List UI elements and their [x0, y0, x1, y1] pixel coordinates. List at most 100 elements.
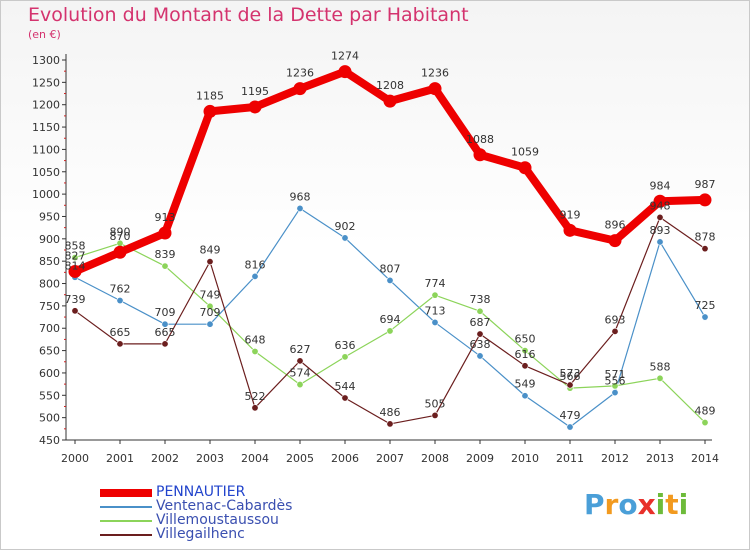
- data-point-villegailhenc: [71, 307, 79, 315]
- data-point-ventenac-cabard-s: [386, 276, 394, 284]
- y-tick-label: 700: [39, 322, 60, 335]
- proxiti-logo: Proxiti: [584, 488, 688, 521]
- data-label-ventenac-cabard-s: 713: [425, 304, 446, 317]
- x-tick-label: 2006: [331, 452, 359, 465]
- data-point-pennautier: [428, 82, 442, 96]
- data-point-villemoustaussou: [476, 307, 484, 315]
- data-point-pennautier: [293, 82, 307, 96]
- data-point-ventenac-cabard-s: [251, 272, 259, 280]
- data-label-villegailhenc: 573: [560, 367, 581, 380]
- data-point-ventenac-cabard-s: [521, 392, 529, 400]
- x-tick-label: 2003: [196, 452, 224, 465]
- data-point-pennautier: [518, 161, 532, 175]
- chart-subtitle: (en €): [28, 28, 61, 41]
- data-label-villemoustaussou: 571: [605, 368, 626, 381]
- y-tick-label: 1000: [32, 188, 60, 201]
- data-point-villegailhenc: [701, 245, 709, 253]
- data-point-pennautier: [653, 194, 667, 208]
- y-tick-label: 950: [39, 210, 60, 223]
- data-point-pennautier: [698, 193, 712, 207]
- data-point-villemoustaussou: [206, 302, 214, 310]
- data-label-villemoustaussou: 749: [200, 288, 221, 301]
- data-point-villegailhenc: [521, 362, 529, 370]
- x-tick-label: 2001: [106, 452, 134, 465]
- data-point-ventenac-cabard-s: [116, 297, 124, 305]
- data-label-villegailhenc: 687: [470, 316, 491, 329]
- data-label-ventenac-cabard-s: 549: [515, 378, 536, 391]
- data-point-ventenac-cabard-s: [341, 234, 349, 242]
- data-point-villegailhenc: [476, 330, 484, 338]
- data-label-pennautier: 987: [695, 178, 716, 191]
- data-point-ventenac-cabard-s: [161, 320, 169, 328]
- y-tick-label: 450: [39, 434, 60, 447]
- data-label-pennautier: 1274: [331, 50, 359, 63]
- data-label-villegailhenc: 486: [380, 406, 401, 419]
- x-tick-label: 2008: [421, 452, 449, 465]
- data-label-villegailhenc: 693: [605, 313, 626, 326]
- data-point-villegailhenc: [206, 258, 214, 266]
- data-label-pennautier: 870: [110, 230, 131, 243]
- data-point-villegailhenc: [251, 404, 259, 412]
- data-point-pennautier: [248, 100, 262, 114]
- data-point-villemoustaussou: [296, 381, 304, 389]
- data-label-villemoustaussou: 774: [425, 277, 446, 290]
- data-label-ventenac-cabard-s: 807: [380, 262, 401, 275]
- data-label-pennautier: 827: [65, 249, 86, 262]
- y-tick-label: 650: [39, 345, 60, 358]
- data-point-pennautier: [68, 264, 82, 278]
- data-label-ventenac-cabard-s: 762: [110, 283, 131, 296]
- x-tick-label: 2013: [646, 452, 674, 465]
- data-label-villemoustaussou: 858: [65, 240, 86, 253]
- data-label-ventenac-cabard-s: 725: [695, 299, 716, 312]
- x-tick-label: 2007: [376, 452, 404, 465]
- legend-swatch: [100, 506, 152, 508]
- data-point-ventenac-cabard-s: [611, 389, 619, 397]
- data-point-villegailhenc: [161, 340, 169, 348]
- data-point-villegailhenc: [296, 357, 304, 365]
- y-tick-label: 1150: [32, 121, 60, 134]
- data-label-villemoustaussou: 574: [290, 367, 311, 380]
- logo-letter: x: [637, 488, 656, 521]
- data-label-pennautier: 913: [155, 211, 176, 224]
- data-label-villemoustaussou: 566: [560, 370, 581, 383]
- logo-letter: t: [665, 488, 679, 521]
- data-point-villemoustaussou: [71, 254, 79, 262]
- data-point-villegailhenc: [116, 340, 124, 348]
- data-point-villegailhenc: [386, 420, 394, 428]
- data-point-villemoustaussou: [611, 382, 619, 390]
- data-label-villegailhenc: 665: [110, 326, 131, 339]
- x-tick-label: 2014: [691, 452, 719, 465]
- legend-label: Villegailhenc: [156, 526, 245, 542]
- data-point-pennautier: [338, 65, 352, 79]
- x-tick-label: 2011: [556, 452, 584, 465]
- data-label-villemoustaussou: 738: [470, 293, 491, 306]
- logo-letter: o: [618, 488, 638, 521]
- data-point-pennautier: [203, 104, 217, 118]
- x-tick-label: 2009: [466, 452, 494, 465]
- data-label-villemoustaussou: 890: [110, 225, 131, 238]
- data-label-pennautier: 896: [605, 219, 626, 232]
- data-point-pennautier: [563, 223, 577, 237]
- x-tick-label: 2005: [286, 452, 314, 465]
- data-label-villemoustaussou: 588: [650, 360, 671, 373]
- legend-swatch: [100, 489, 152, 497]
- data-point-villemoustaussou: [701, 419, 709, 427]
- legend-label: Villemoustaussou: [156, 512, 279, 528]
- data-label-pennautier: 1236: [421, 67, 449, 80]
- logo-letter: i: [678, 488, 689, 521]
- data-label-villemoustaussou: 839: [155, 248, 176, 261]
- data-label-ventenac-cabard-s: 902: [335, 220, 356, 233]
- data-point-pennautier: [608, 234, 622, 248]
- y-tick-label: 600: [39, 367, 60, 380]
- data-point-villegailhenc: [611, 327, 619, 335]
- data-point-ventenac-cabard-s: [656, 238, 664, 246]
- data-label-ventenac-cabard-s: 479: [560, 409, 581, 422]
- data-label-villegailhenc: 522: [245, 390, 266, 403]
- legend-swatch: [100, 534, 152, 536]
- legend-label: PENNAUTIER: [156, 484, 246, 500]
- data-label-villegailhenc: 665: [155, 326, 176, 339]
- data-point-pennautier: [383, 94, 397, 108]
- data-label-villegailhenc: 849: [200, 244, 221, 257]
- logo-letter: r: [604, 488, 619, 521]
- data-point-ventenac-cabard-s: [701, 313, 709, 321]
